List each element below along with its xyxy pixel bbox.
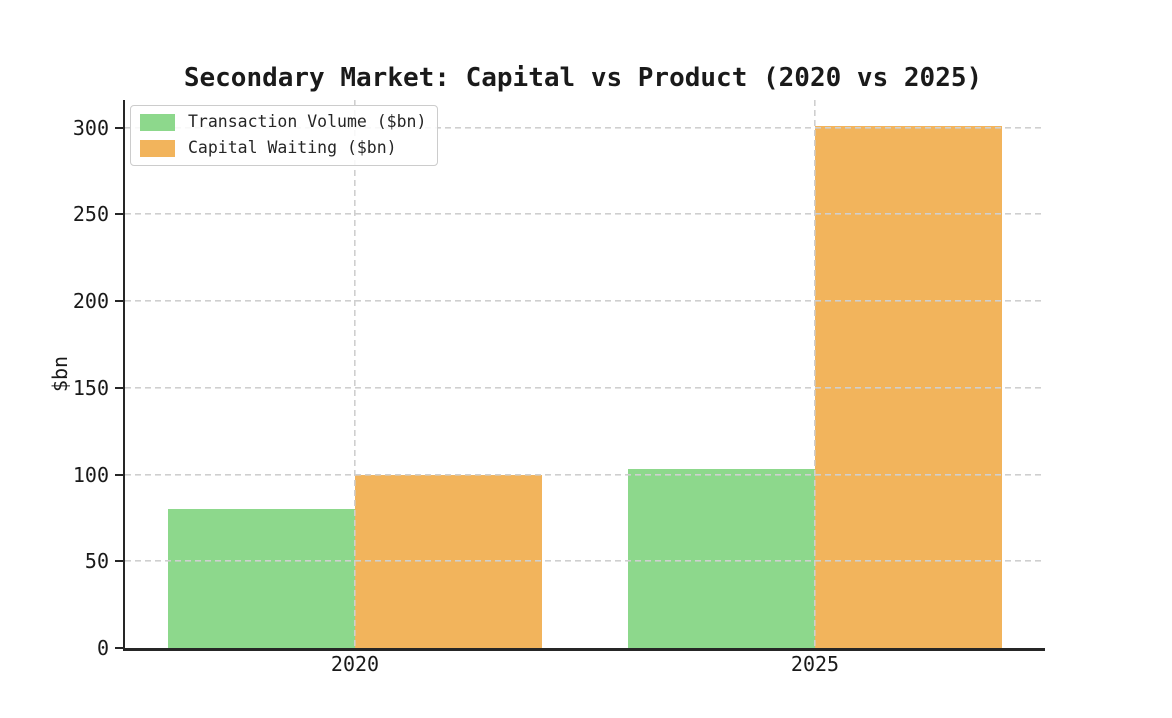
bar-2020-transaction-volume-bn	[168, 509, 355, 648]
y-tick-mark-300	[115, 126, 123, 129]
bar-2025-transaction-volume-bn	[628, 469, 815, 648]
gridline-vertical-2025	[814, 100, 816, 648]
y-tick-label-100: 100	[72, 462, 109, 487]
gridline-horizontal-100	[125, 473, 1045, 476]
plot-area: Transaction Volume ($bn) Capital Waiting…	[123, 100, 1045, 651]
x-tick-label-2020: 2020	[330, 652, 380, 676]
y-tick-mark-200	[115, 300, 123, 303]
y-tick-label-0: 0	[96, 636, 109, 660]
y-tick-mark-250	[115, 213, 123, 216]
y-tick-label-150: 150	[72, 375, 109, 400]
legend-swatch-transaction-volume	[140, 113, 175, 131]
y-tick-label-200: 200	[72, 289, 109, 314]
legend: Transaction Volume ($bn) Capital Waiting…	[130, 105, 439, 166]
y-tick-mark-100	[115, 473, 123, 476]
legend-item-transaction-volume: Transaction Volume ($bn)	[140, 113, 426, 131]
legend-item-capital-waiting: Capital Waiting ($bn)	[140, 139, 426, 157]
gridline-horizontal-50	[125, 560, 1045, 563]
gridline-vertical-2020	[354, 100, 356, 648]
gridline-horizontal-200	[125, 300, 1045, 303]
gridline-horizontal-150	[125, 386, 1045, 389]
y-tick-mark-150	[115, 386, 123, 389]
x-tick-label-2025: 2025	[790, 652, 840, 676]
y-tick-label-50: 50	[84, 549, 109, 574]
y-tick-label-300: 300	[72, 115, 109, 140]
y-tick-label-250: 250	[72, 202, 109, 227]
gridline-horizontal-300	[125, 126, 1045, 129]
gridline-horizontal-250	[125, 213, 1045, 216]
y-tick-mark-0	[115, 647, 123, 649]
legend-label-capital-waiting: Capital Waiting ($bn)	[188, 138, 397, 157]
legend-label-transaction-volume: Transaction Volume ($bn)	[188, 112, 427, 131]
legend-swatch-capital-waiting	[140, 139, 175, 157]
y-tick-mark-50	[115, 560, 123, 563]
chart-title: Secondary Market: Capital vs Product (20…	[183, 63, 983, 93]
